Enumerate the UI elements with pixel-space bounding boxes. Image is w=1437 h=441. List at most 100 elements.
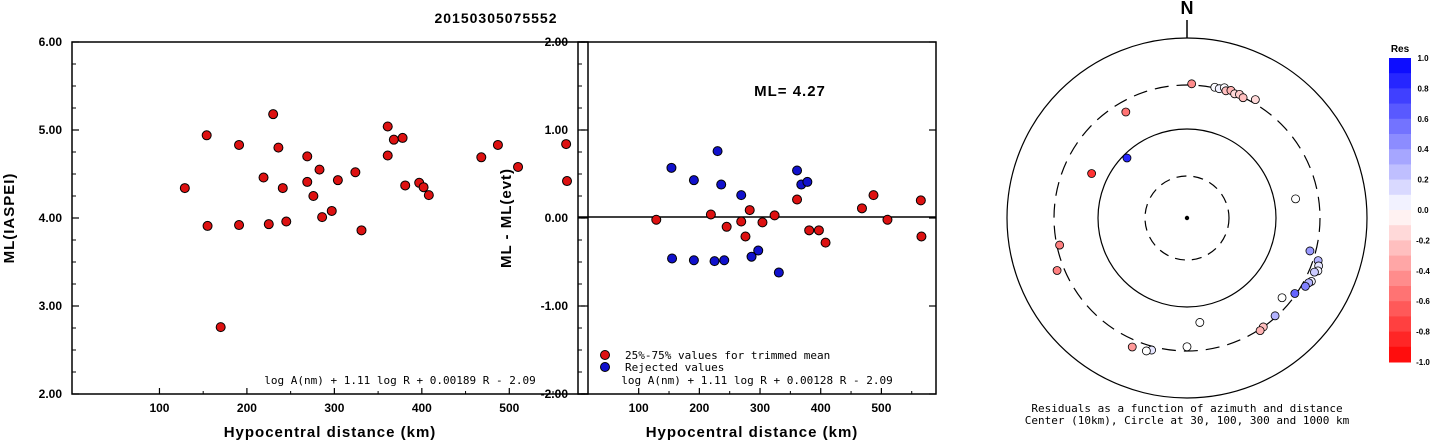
- colorbar-tick-label: 0.4: [1417, 145, 1429, 154]
- colorbar-band: [1389, 286, 1411, 302]
- data-point: [721, 221, 732, 232]
- data-point: [317, 212, 328, 223]
- station-residual-point: [1127, 342, 1137, 352]
- data-point: [302, 176, 313, 187]
- colorbar-tick-label: 0.6: [1417, 115, 1429, 124]
- data-point: [688, 175, 699, 186]
- data-point: [709, 256, 720, 267]
- y-tick-label: 4.00: [39, 211, 63, 225]
- data-point: [308, 191, 319, 201]
- x-tick-label: 200: [237, 401, 257, 415]
- station-residual-point: [1055, 240, 1065, 250]
- ml-residual-ylabel: ML - ML(evt): [498, 168, 515, 268]
- data-point: [268, 109, 279, 120]
- polar-caption-line1: Residuals as a function of azimuth and d…: [1031, 402, 1342, 415]
- station-residual-point: [1310, 267, 1319, 277]
- colorbar-band: [1389, 255, 1411, 272]
- data-point: [813, 225, 824, 236]
- ml-residual-plot: ML - ML(evt) Hypocentral distance (km) M…: [498, 35, 937, 441]
- data-point: [277, 183, 288, 194]
- legend-label-trimmed: 25%-75% values for trimmed mean: [625, 349, 830, 362]
- legend-label-rejected: Rejected values: [625, 361, 724, 374]
- colorbar-band: [1389, 179, 1411, 196]
- data-point: [388, 134, 399, 145]
- colorbar-band: [1389, 149, 1411, 165]
- data-point: [916, 231, 927, 242]
- station-residual-point: [1277, 293, 1287, 303]
- data-point: [234, 220, 245, 231]
- data-point: [744, 205, 755, 216]
- colorbar-band: [1389, 240, 1411, 257]
- data-point: [215, 322, 226, 333]
- data-point: [736, 216, 747, 227]
- colorbar-band: [1389, 103, 1411, 120]
- data-point: [757, 217, 768, 228]
- colorbar-band: [1389, 164, 1411, 181]
- ml-event-annotation: ML= 4.27: [754, 83, 826, 100]
- colorbar-title: Res: [1391, 44, 1410, 55]
- station-residual-point: [1187, 79, 1197, 89]
- data-point: [705, 209, 716, 220]
- y-tick-label: 0.00: [545, 211, 569, 225]
- residual-colorbar: Res 1.0 0.8 0.6 0.4 0.2 0.0 -0.2 -0.4 -0.6 -0.8 -1…: [1389, 44, 1430, 367]
- data-point: [562, 176, 573, 187]
- ml-iaspei-formula: log A(nm) + 1.11 log R + 0.00189 R - 2.0…: [264, 374, 536, 387]
- y-tick-label: 6.00: [39, 35, 63, 49]
- y-tick-label: -1.00: [541, 299, 569, 313]
- station-residual-point: [1305, 246, 1315, 256]
- colorbar-band: [1389, 58, 1411, 74]
- data-point: [736, 190, 747, 201]
- colorbar-band: [1389, 134, 1411, 150]
- y-tick-label: 1.00: [545, 123, 569, 137]
- x-tick-label: 500: [499, 401, 519, 415]
- colorbar-tick-label: -0.4: [1416, 267, 1430, 276]
- data-point: [856, 203, 867, 214]
- data-point: [513, 161, 524, 172]
- colorbar-tick-label: 0.0: [1417, 206, 1429, 215]
- azimuth-residual-plot: N Residuals as a function of azimuth and…: [1006, 0, 1368, 427]
- colorbar-band: [1389, 118, 1411, 135]
- y-tick-label: 3.00: [39, 299, 63, 313]
- data-point: [332, 175, 343, 186]
- colorbar-band: [1389, 270, 1411, 287]
- data-point: [716, 179, 727, 190]
- data-point: [773, 267, 784, 278]
- data-point: [400, 180, 411, 191]
- x-tick-label: 200: [689, 401, 709, 415]
- ring-30km: [1144, 175, 1230, 261]
- data-point: [234, 139, 245, 150]
- station-residual-point: [1270, 311, 1280, 321]
- center-point: [1184, 215, 1190, 221]
- data-point: [302, 151, 313, 162]
- station-residual-point: [1301, 281, 1310, 291]
- colorbar-tick-label: 0.2: [1417, 176, 1429, 185]
- colorbar-tick-label: 0.8: [1417, 84, 1429, 93]
- station-residual-point: [1141, 346, 1151, 356]
- station-residual-point: [1290, 289, 1300, 298]
- x-tick-label: 400: [412, 401, 432, 415]
- x-tick-label: 400: [811, 401, 831, 415]
- station-residual-point: [1250, 95, 1260, 104]
- data-point: [719, 255, 730, 266]
- station-residual-point: [1121, 107, 1131, 117]
- colorbar-tick-label: 1.0: [1417, 54, 1429, 63]
- colorbar-band: [1389, 301, 1411, 317]
- x-tick-label: 100: [629, 401, 649, 415]
- data-point: [263, 219, 274, 230]
- station-residual-point: [1195, 318, 1205, 327]
- figure-title: 20150305075552: [434, 10, 557, 26]
- x-tick-label: 300: [750, 401, 770, 415]
- colorbar-band: [1389, 225, 1411, 241]
- data-point: [820, 237, 831, 248]
- x-tick-label: 300: [324, 401, 344, 415]
- data-point: [179, 183, 190, 194]
- data-point: [423, 190, 434, 201]
- data-point: [712, 146, 723, 157]
- colorbar-band: [1389, 194, 1411, 211]
- data-point: [397, 132, 408, 143]
- data-point: [868, 190, 879, 201]
- north-label: N: [1181, 0, 1194, 18]
- data-point: [202, 220, 213, 231]
- data-point: [740, 231, 751, 242]
- colorbar-band: [1389, 73, 1411, 89]
